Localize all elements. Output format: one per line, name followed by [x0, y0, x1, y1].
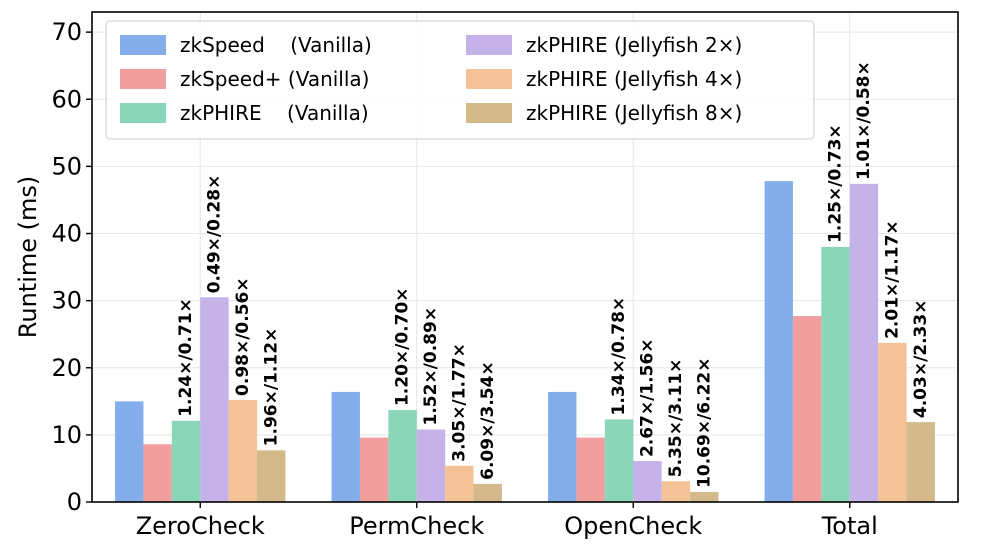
- bar-data-label: 6.09×/3.54×: [478, 361, 498, 480]
- legend-swatch: [120, 35, 166, 55]
- bar: [604, 419, 634, 502]
- bar: [878, 342, 907, 502]
- bar: [764, 181, 793, 502]
- bar: [849, 183, 879, 502]
- bar: [906, 422, 935, 502]
- bar: [661, 481, 691, 502]
- axis-ticks: 0 10 20 30 40 50 60 70 ZeroCheck PermCheck OpenChe…: [51, 18, 877, 540]
- bar: [143, 444, 172, 502]
- bars: [115, 181, 935, 502]
- bar: [792, 316, 822, 502]
- bar: [821, 246, 850, 502]
- bar: [171, 420, 201, 502]
- legend: zkSpeed (Vanilla) zkSpeed+ (Vanilla) zkPHI…: [105, 20, 815, 140]
- y-tick-label: 70: [51, 18, 82, 46]
- legend-entry: zkPHIRE (Vanilla): [180, 101, 369, 125]
- legend-entry: zkSpeed (Vanilla): [180, 33, 372, 57]
- x-tick-label: OpenCheck: [564, 512, 702, 540]
- bar-data-label: 10.69×/6.22×: [694, 358, 714, 488]
- bar: [473, 483, 502, 502]
- legend-entry: zkSpeed+ (Vanilla): [180, 67, 369, 91]
- y-tick-label: 50: [51, 152, 82, 180]
- bar: [576, 437, 605, 502]
- bar-data-label: 0.98×/0.56×: [233, 277, 253, 396]
- bar: [228, 399, 258, 502]
- bar: [331, 391, 360, 502]
- y-tick-label: 60: [51, 85, 82, 113]
- bar-data-label: 4.03×/2.33×: [911, 300, 931, 419]
- legend-swatch: [120, 103, 166, 123]
- bar: [359, 437, 389, 502]
- y-tick-label: 40: [51, 220, 82, 248]
- bar-data-label: 1.24×/0.71×: [176, 298, 196, 417]
- legend-entry: zkPHIRE (Jellyfish 4×): [526, 67, 742, 91]
- bar-data-label: 2.01×/1.17×: [882, 220, 902, 339]
- x-tick-label: ZeroCheck: [136, 512, 265, 540]
- y-tick-label: 0: [67, 488, 82, 516]
- x-tick-label: Total: [821, 512, 878, 540]
- bar-data-label: 5.35×/3.11×: [666, 359, 686, 478]
- y-tick-label: 10: [51, 421, 82, 449]
- legend-swatch: [466, 35, 512, 55]
- bar: [548, 391, 577, 502]
- bar: [690, 491, 719, 502]
- bar-data-label: 3.05×/1.77×: [449, 343, 469, 462]
- bar-data-label: 1.01×/0.58×: [854, 61, 874, 180]
- bar: [445, 465, 474, 502]
- bar-data-label: 1.25×/0.73×: [826, 124, 846, 243]
- bar: [388, 410, 417, 502]
- bar: [115, 401, 144, 502]
- bar-data-label: 2.67×/1.56×: [637, 338, 657, 457]
- legend-box: [105, 20, 815, 140]
- bar-data-labels: 1.24×/0.71× 1.20×/0.70× 1.34×/0.78× 1.25×/0…: [176, 61, 931, 488]
- x-tick-label: PermCheck: [349, 512, 484, 540]
- plot-frame: [91, 11, 959, 503]
- bar: [257, 450, 286, 502]
- legend-entry: zkPHIRE (Jellyfish 8×): [526, 101, 742, 125]
- y-tick-label: 20: [51, 354, 82, 382]
- bar: [633, 461, 662, 502]
- legend-entry: zkPHIRE (Jellyfish 2×): [526, 33, 742, 57]
- bar-data-label: 1.52×/0.89×: [421, 307, 441, 426]
- y-axis-label: Runtime (ms): [14, 176, 42, 338]
- bar: [416, 429, 446, 502]
- bar-data-label: 0.49×/0.28×: [204, 175, 224, 294]
- bar-data-label: 1.20×/0.70×: [393, 287, 413, 406]
- legend-swatch: [120, 69, 166, 89]
- bar: [200, 297, 229, 502]
- bar-data-label: 1.96×/1.12×: [261, 328, 281, 447]
- legend-swatch: [466, 69, 512, 89]
- bar-data-label: 1.34×/0.78×: [609, 297, 629, 416]
- legend-swatch: [466, 103, 512, 123]
- y-tick-label: 30: [51, 287, 82, 315]
